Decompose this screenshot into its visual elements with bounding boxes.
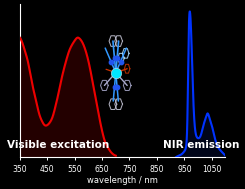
- Point: [112, 85, 116, 88]
- Text: Visible excitation: Visible excitation: [7, 140, 109, 150]
- Point: [115, 57, 119, 60]
- Text: NIR emission: NIR emission: [163, 140, 239, 150]
- Point: [112, 57, 116, 60]
- Point: [115, 85, 119, 88]
- X-axis label: wavelength / nm: wavelength / nm: [87, 176, 158, 185]
- Point: [109, 60, 113, 63]
- Point: [114, 71, 118, 74]
- Point: [119, 60, 122, 63]
